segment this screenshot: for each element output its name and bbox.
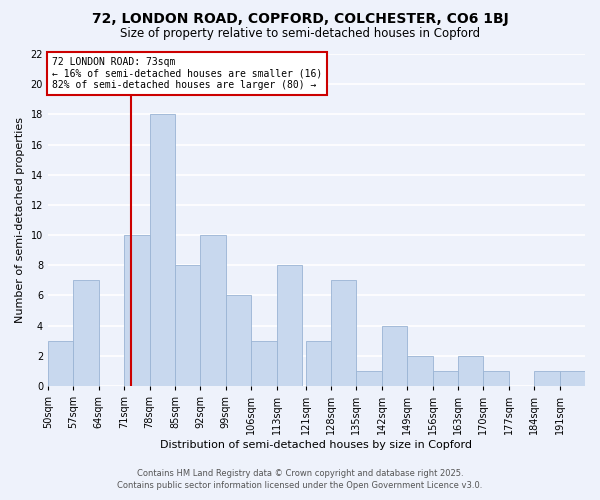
Bar bbox=[458, 356, 484, 386]
Bar bbox=[124, 235, 149, 386]
Bar bbox=[560, 371, 585, 386]
Bar bbox=[73, 280, 99, 386]
Bar bbox=[331, 280, 356, 386]
Bar bbox=[433, 371, 458, 386]
Bar bbox=[175, 266, 200, 386]
Bar bbox=[200, 235, 226, 386]
Bar bbox=[382, 326, 407, 386]
Bar bbox=[226, 296, 251, 386]
Bar bbox=[149, 114, 175, 386]
Bar bbox=[277, 266, 302, 386]
Bar bbox=[48, 341, 73, 386]
Text: 72, LONDON ROAD, COPFORD, COLCHESTER, CO6 1BJ: 72, LONDON ROAD, COPFORD, COLCHESTER, CO… bbox=[92, 12, 508, 26]
Bar bbox=[251, 341, 277, 386]
X-axis label: Distribution of semi-detached houses by size in Copford: Distribution of semi-detached houses by … bbox=[160, 440, 472, 450]
Y-axis label: Number of semi-detached properties: Number of semi-detached properties bbox=[15, 117, 25, 323]
Bar bbox=[356, 371, 382, 386]
Text: Contains HM Land Registry data © Crown copyright and database right 2025.
Contai: Contains HM Land Registry data © Crown c… bbox=[118, 468, 482, 490]
Bar bbox=[534, 371, 560, 386]
Text: 72 LONDON ROAD: 73sqm
← 16% of semi-detached houses are smaller (16)
82% of semi: 72 LONDON ROAD: 73sqm ← 16% of semi-deta… bbox=[52, 57, 322, 90]
Text: Size of property relative to semi-detached houses in Copford: Size of property relative to semi-detach… bbox=[120, 28, 480, 40]
Bar bbox=[305, 341, 331, 386]
Bar bbox=[407, 356, 433, 386]
Bar bbox=[484, 371, 509, 386]
